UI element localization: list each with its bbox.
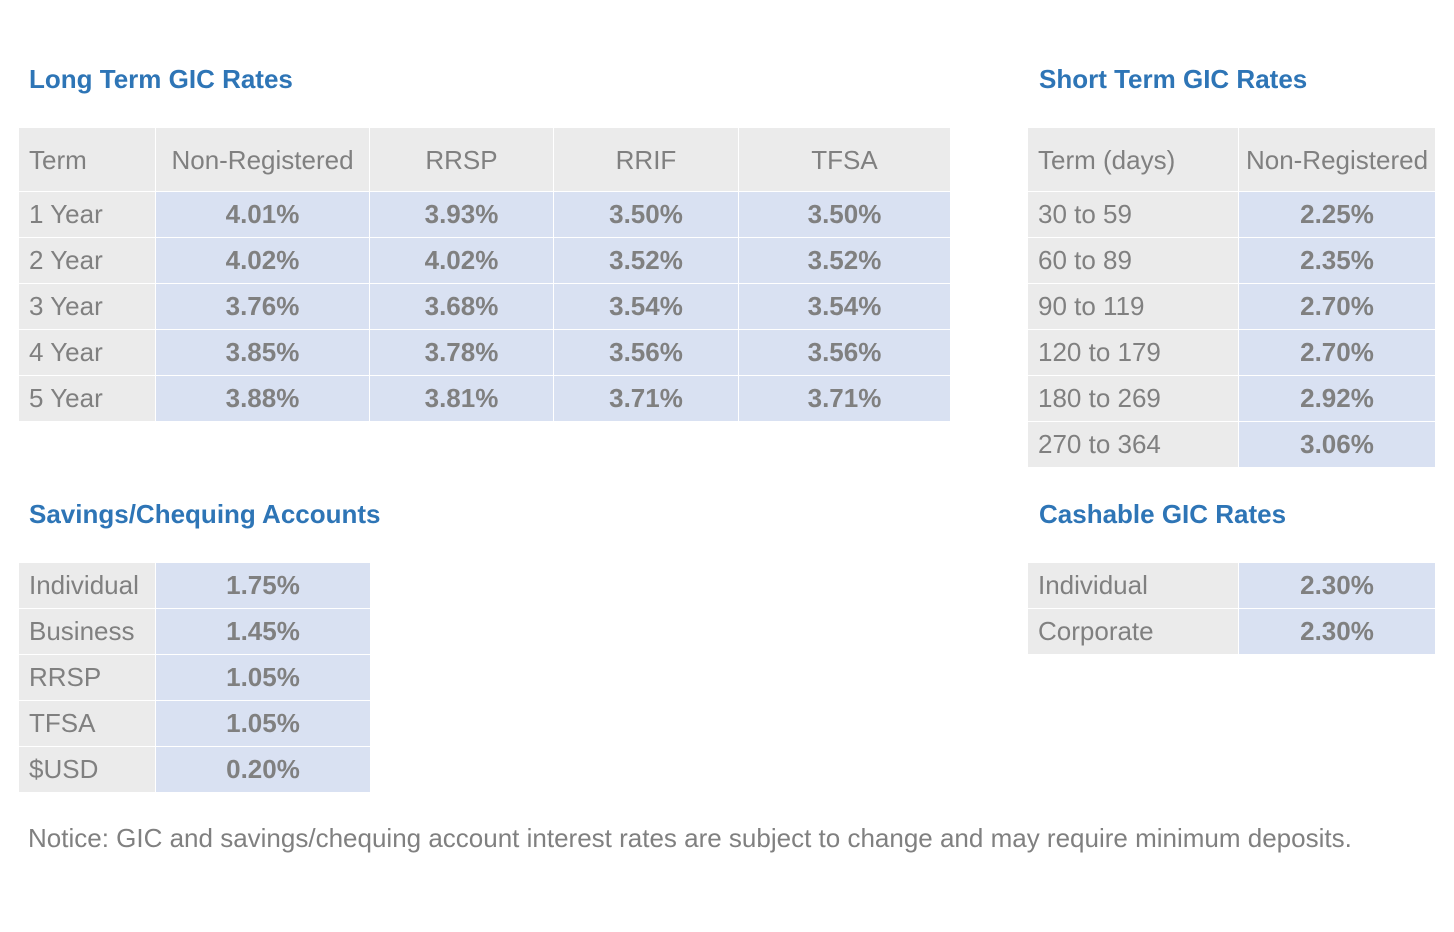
rate-cell: 4.01% [155,191,370,238]
account-label-cell: RRSP [18,654,156,701]
table-row: 5 Year 3.88% 3.81% 3.71% 3.71% [18,375,951,422]
table-row: 3 Year 3.76% 3.68% 3.54% 3.54% [18,283,951,330]
account-label-cell: Individual [18,562,156,609]
rate-cell: 3.50% [738,191,951,238]
term-cell: 60 to 89 [1027,237,1239,284]
table-row: TFSA 1.05% [18,700,371,747]
table-header-row: Term (days) Non-Registered [1027,127,1436,192]
rate-cell: 4.02% [369,237,554,284]
table-row: 180 to 269 2.92% [1027,375,1436,422]
rate-cell: 1.05% [155,654,371,701]
term-cell: 1 Year [18,191,156,238]
table-row: 30 to 59 2.25% [1027,191,1436,238]
short-term-table: Term (days) Non-Registered 30 to 59 2.25… [1027,127,1436,468]
table-row: 1 Year 4.01% 3.93% 3.50% 3.50% [18,191,951,238]
table-row: 2 Year 4.02% 4.02% 3.52% 3.52% [18,237,951,284]
rate-cell: 2.92% [1238,375,1436,422]
term-cell: 270 to 364 [1027,421,1239,468]
term-cell: 90 to 119 [1027,283,1239,330]
savings-table: Individual 1.75% Business 1.45% RRSP 1.0… [18,562,371,793]
table-row: Individual 1.75% [18,562,371,609]
rate-cell: 3.88% [155,375,370,422]
rate-cell: 2.35% [1238,237,1436,284]
rate-cell: 2.30% [1238,608,1436,655]
rate-cell: 1.05% [155,700,371,747]
table-row: RRSP 1.05% [18,654,371,701]
rate-cell: 0.20% [155,746,371,793]
account-label-cell: Individual [1027,562,1239,609]
short-term-title: Short Term GIC Rates [1039,64,1308,94]
rate-cell: 3.68% [369,283,554,330]
column-header-non-registered: Non-Registered [155,127,370,192]
rate-cell: 3.56% [553,329,739,376]
table-header-row: Term Non-Registered RRSP RRIF TFSA [18,127,951,192]
rate-cell: 2.25% [1238,191,1436,238]
column-header-non-registered: Non-Registered [1238,127,1436,192]
cashable-table: Individual 2.30% Corporate 2.30% [1027,562,1436,655]
table-row: Corporate 2.30% [1027,608,1436,655]
column-header-tfsa: TFSA [738,127,951,192]
long-term-table: Term Non-Registered RRSP RRIF TFSA 1 Yea… [18,127,951,422]
rate-cell: 3.54% [553,283,739,330]
rate-cell: 2.70% [1238,283,1436,330]
rate-cell: 2.70% [1238,329,1436,376]
rate-cell: 3.71% [553,375,739,422]
rate-cell: 3.81% [369,375,554,422]
rate-cell: 3.52% [738,237,951,284]
column-header-rrsp: RRSP [369,127,554,192]
table-row: Individual 2.30% [1027,562,1436,609]
table-row: 60 to 89 2.35% [1027,237,1436,284]
rate-cell: 1.75% [155,562,371,609]
rate-cell: 3.06% [1238,421,1436,468]
rate-cell: 1.45% [155,608,371,655]
column-header-rrif: RRIF [553,127,739,192]
rate-cell: 2.30% [1238,562,1436,609]
rate-cell: 3.93% [369,191,554,238]
savings-title: Savings/Chequing Accounts [29,499,381,529]
term-cell: 120 to 179 [1027,329,1239,376]
long-term-title: Long Term GIC Rates [29,64,293,94]
table-row: $USD 0.20% [18,746,371,793]
table-row: Business 1.45% [18,608,371,655]
rate-cell: 3.52% [553,237,739,284]
term-cell: 180 to 269 [1027,375,1239,422]
account-label-cell: TFSA [18,700,156,747]
rate-cell: 3.50% [553,191,739,238]
term-cell: 2 Year [18,237,156,284]
cashable-title: Cashable GIC Rates [1039,499,1287,529]
notice-text: Notice: GIC and savings/chequing account… [28,823,1352,853]
account-label-cell: Business [18,608,156,655]
table-row: 4 Year 3.85% 3.78% 3.56% 3.56% [18,329,951,376]
term-cell: 3 Year [18,283,156,330]
term-cell: 30 to 59 [1027,191,1239,238]
term-cell: 5 Year [18,375,156,422]
column-header-term: Term [18,127,156,192]
account-label-cell: $USD [18,746,156,793]
rate-cell: 3.85% [155,329,370,376]
column-header-term-days: Term (days) [1027,127,1239,192]
table-row: 120 to 179 2.70% [1027,329,1436,376]
rate-cell: 3.56% [738,329,951,376]
rate-cell: 3.54% [738,283,951,330]
rate-cell: 3.71% [738,375,951,422]
account-label-cell: Corporate [1027,608,1239,655]
rate-cell: 3.78% [369,329,554,376]
table-row: 270 to 364 3.06% [1027,421,1436,468]
term-cell: 4 Year [18,329,156,376]
rate-cell: 3.76% [155,283,370,330]
table-row: 90 to 119 2.70% [1027,283,1436,330]
rate-cell: 4.02% [155,237,370,284]
